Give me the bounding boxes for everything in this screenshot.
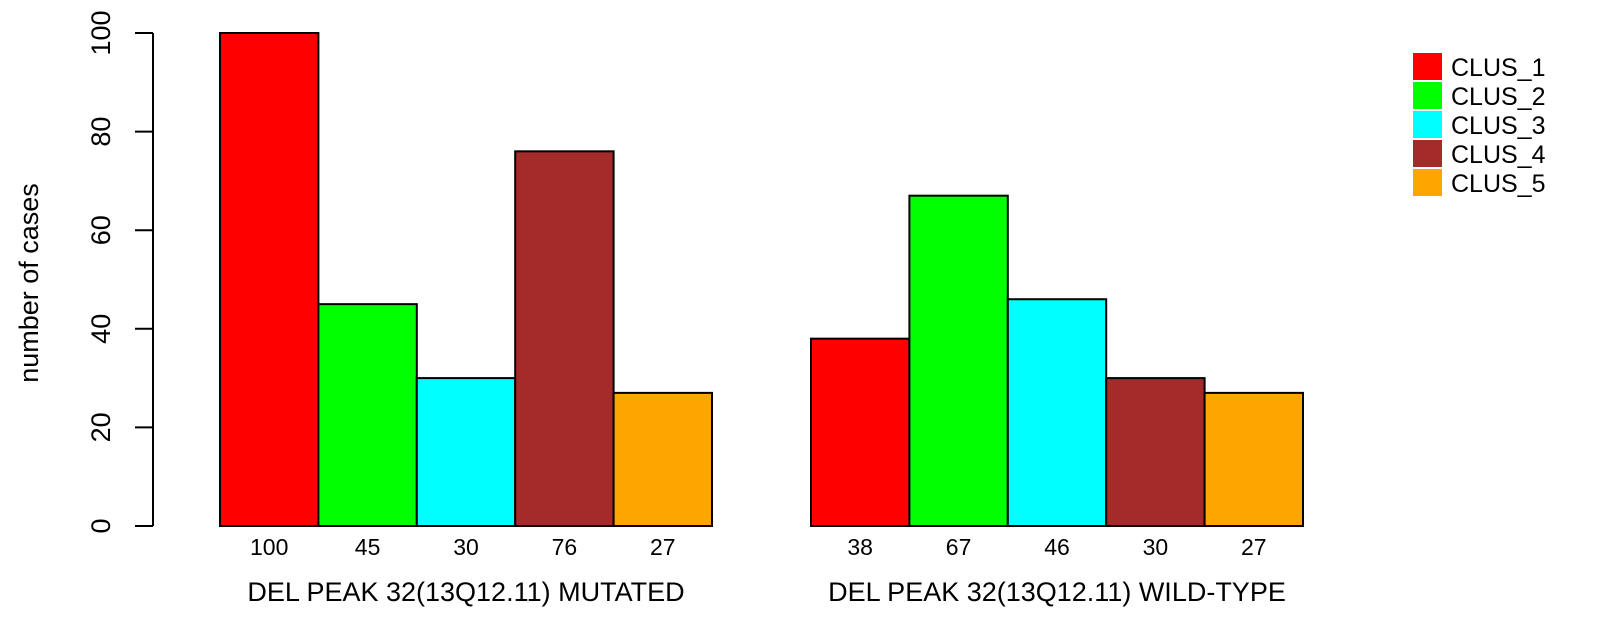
bar-value-label: 45 (355, 534, 381, 560)
legend-swatch (1413, 53, 1442, 80)
y-tick-label: 40 (86, 314, 116, 344)
legend-swatch (1413, 82, 1442, 109)
y-tick-label: 100 (86, 10, 116, 55)
legend-label: CLUS_2 (1451, 83, 1546, 111)
group-label: DEL PEAK 32(13Q12.11) WILD-TYPE (828, 577, 1286, 607)
legend-label: CLUS_5 (1451, 170, 1546, 198)
bar (514, 150, 615, 527)
legend-swatch (1413, 140, 1442, 167)
legend-label: CLUS_1 (1451, 54, 1546, 82)
bar (1006, 298, 1108, 527)
bar-value-label: 30 (1143, 534, 1169, 560)
bar-value-label: 27 (650, 534, 676, 560)
y-tick-label: 60 (86, 215, 116, 245)
bar (317, 303, 418, 527)
bar (810, 337, 911, 527)
group-label: DEL PEAK 32(13Q12.11) MUTATED (247, 577, 684, 607)
bar (612, 391, 713, 528)
bar (415, 377, 517, 527)
group-labels: DEL PEAK 32(13Q12.11) MUTATED DEL PEAK 32… (247, 577, 1285, 607)
y-tick-label: 80 (86, 117, 116, 147)
legend-label: CLUS_4 (1451, 141, 1546, 169)
bar-value-label: 76 (552, 534, 578, 560)
y-axis-label: number of cases (14, 183, 44, 383)
bar-value-label: 38 (847, 534, 873, 560)
bar-value-label: 46 (1044, 534, 1070, 560)
bars (219, 32, 1304, 528)
legend-label: CLUS_3 (1451, 112, 1546, 140)
bar-value-label: 30 (453, 534, 479, 560)
bar (219, 32, 320, 527)
y-tick-label: 20 (86, 412, 116, 442)
bar-value-label: 67 (946, 534, 972, 560)
bar (908, 194, 1009, 527)
legend-swatch (1413, 169, 1442, 196)
legend-swatch (1413, 111, 1442, 138)
bar-value-labels: 100 45 30 76 27 38 67 46 30 27 (250, 534, 1267, 560)
bar (1105, 377, 1206, 527)
bar-value-label: 27 (1241, 534, 1267, 560)
y-axis: 0 20 40 60 80 100 (86, 10, 154, 534)
bar-value-label: 100 (250, 534, 288, 560)
bar (1203, 391, 1304, 528)
y-tick-label: 0 (86, 518, 116, 533)
